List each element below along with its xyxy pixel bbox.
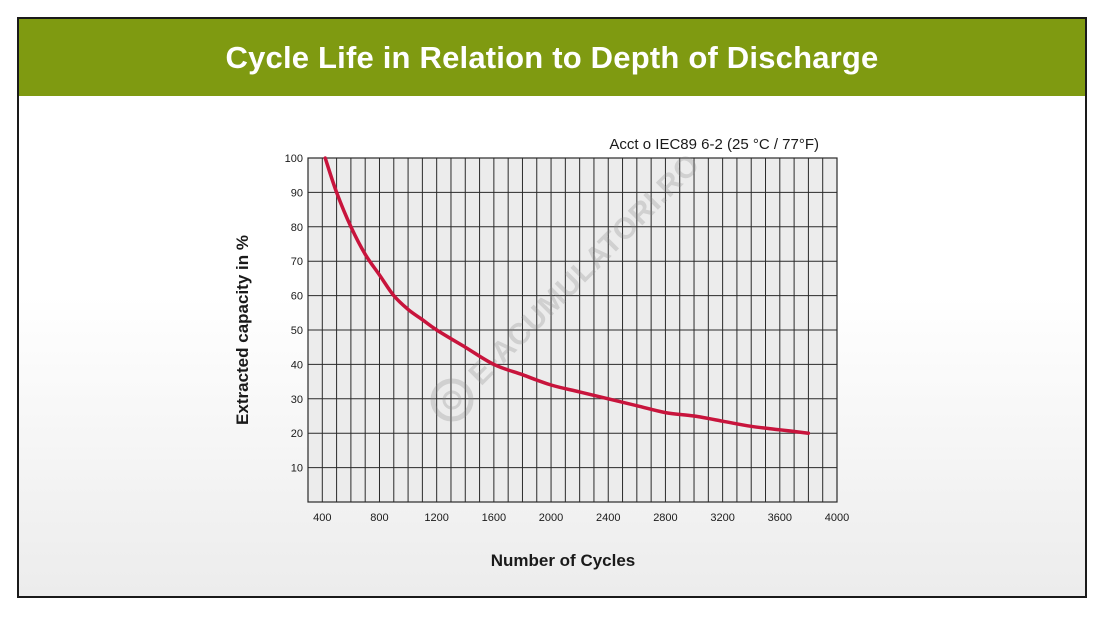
standard-annotation: Acct o IEC89 6-2 (25 °C / 77°F) [609, 136, 819, 153]
x-tick-label: 2400 [596, 512, 620, 524]
cycle-life-curve [323, 156, 811, 435]
x-tick-label: 3200 [710, 512, 734, 524]
y-tick-label: 50 [291, 325, 303, 337]
y-tick-label: 60 [291, 291, 303, 303]
x-axis-label: Number of Cycles [491, 551, 636, 570]
watermark-logo-icon [430, 378, 474, 422]
y-tick-label: 80 [291, 222, 303, 234]
y-tick-label: 70 [291, 256, 303, 268]
x-tick-label: 800 [370, 512, 388, 524]
y-tick-label: 10 [291, 463, 303, 475]
x-tick-label: 1600 [482, 512, 506, 524]
banner-title: Cycle Life in Relation to Depth of Disch… [225, 39, 879, 75]
x-tick-label: 2800 [653, 512, 677, 524]
title-banner: Cycle Life in Relation to Depth of Disch… [19, 19, 1085, 96]
x-tick-label: 400 [313, 512, 331, 524]
y-tick-label: 30 [291, 394, 303, 406]
x-tick-labels: 400 800 1200 1600 2000 2400 2800 3200 3600 4000 [313, 512, 849, 524]
y-tick-label: 20 [291, 428, 303, 440]
horizontal-grid [308, 191, 837, 469]
y-tick-labels: 10 20 30 40 50 60 70 80 90 100 [285, 153, 303, 475]
x-tick-label: 4000 [825, 512, 849, 524]
y-tick-label: 90 [291, 187, 303, 199]
y-tick-label: 40 [291, 359, 303, 371]
y-axis-label: Extracted capacity in % [233, 235, 252, 425]
plot-border [307, 157, 838, 503]
x-tick-label: 1200 [424, 512, 448, 524]
y-tick-label: 100 [285, 153, 303, 165]
x-tick-label: 2000 [539, 512, 563, 524]
watermark-logo-inner-icon [442, 390, 462, 410]
series-layer [323, 156, 811, 435]
x-tick-label: 3600 [768, 512, 792, 524]
